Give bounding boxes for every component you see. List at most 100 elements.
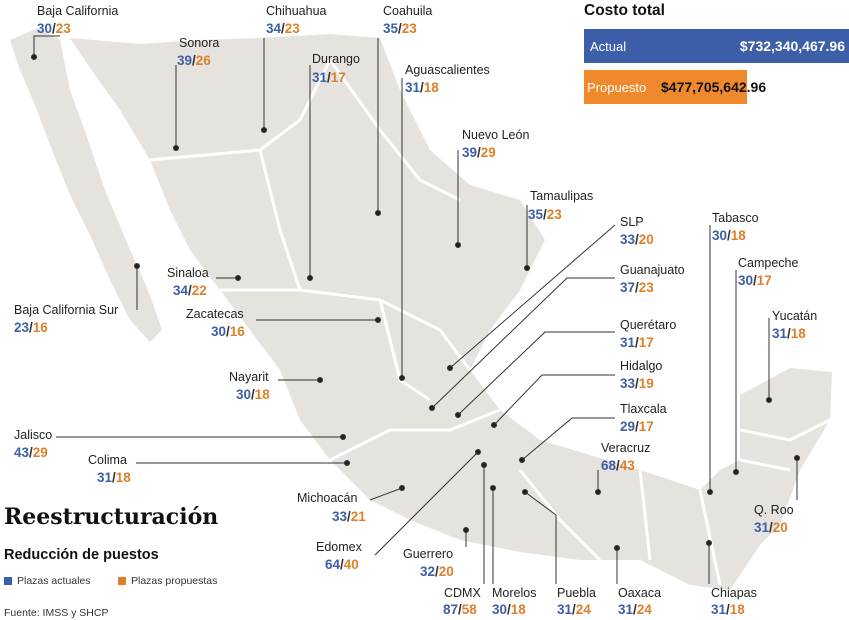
label-colima: Colima bbox=[88, 453, 127, 467]
value-michoacan: 33/21 bbox=[332, 509, 366, 524]
label-veracruz: Veracruz bbox=[601, 441, 651, 455]
value-slp: 33/20 bbox=[620, 232, 654, 247]
proposed-value: 58 bbox=[461, 602, 477, 617]
value-queretaro: 31/17 bbox=[620, 335, 654, 350]
proposed-value: 23 bbox=[284, 21, 300, 36]
current-value: 39 bbox=[177, 53, 193, 68]
value-tlaxcala: 29/17 bbox=[620, 419, 654, 434]
label-yucatan: Yucatán bbox=[772, 309, 818, 323]
proposed-value: 17 bbox=[638, 335, 654, 350]
cost-proposed-value: $477,705,642.96 bbox=[661, 79, 767, 95]
value-veracruz: 68/43 bbox=[601, 458, 635, 473]
current-value: 39 bbox=[462, 145, 478, 160]
current-value: 33 bbox=[332, 509, 348, 524]
value-oaxaca: 31/24 bbox=[618, 602, 652, 617]
value-campeche: 30/17 bbox=[738, 273, 772, 288]
current-value: 31 bbox=[711, 602, 727, 617]
label-edomex: Edomex bbox=[316, 540, 362, 554]
label-sinaloa: Sinaloa bbox=[167, 266, 209, 280]
value-yucatan: 31/18 bbox=[772, 326, 806, 341]
value-chihuahua: 34/23 bbox=[266, 21, 300, 36]
current-value: 31 bbox=[405, 80, 421, 95]
current-value: 34 bbox=[266, 21, 282, 36]
current-value: 32 bbox=[420, 564, 436, 579]
value-baja-california: 30/23 bbox=[37, 21, 71, 36]
label-guanajuato: Guanajuato bbox=[620, 263, 685, 277]
label-guerrero: Guerrero bbox=[403, 547, 454, 561]
proposed-value: 23 bbox=[55, 21, 71, 36]
label-sonora: Sonora bbox=[179, 36, 220, 50]
proposed-value: 18 bbox=[730, 228, 746, 243]
current-value: 30 bbox=[492, 602, 508, 617]
label-baja-california-sur: Baja California Sur bbox=[14, 303, 119, 317]
value-puebla: 31/24 bbox=[557, 602, 591, 617]
label-chihuahua: Chihuahua bbox=[266, 4, 327, 18]
current-value: 30 bbox=[738, 273, 754, 288]
current-value: 31 bbox=[97, 470, 113, 485]
cost-proposed-bar: Propuesto bbox=[584, 70, 747, 104]
value-chiapas: 31/18 bbox=[711, 602, 745, 617]
cost-actual-label: Actual bbox=[590, 38, 627, 54]
state-borders bbox=[149, 59, 831, 586]
legend-current-label: Plazas actuales bbox=[17, 575, 91, 587]
value-baja-california-sur: 23/16 bbox=[14, 320, 48, 335]
proposed-value: 18 bbox=[115, 470, 131, 485]
cost-proposed-label: Propuesto bbox=[587, 79, 647, 95]
value-nuevo-leon: 39/29 bbox=[462, 145, 496, 160]
current-value: 30 bbox=[211, 324, 227, 339]
label-puebla: Puebla bbox=[557, 586, 596, 600]
legend-current: Plazas actuales bbox=[4, 575, 91, 587]
current-value: 31 bbox=[312, 70, 328, 85]
label-nayarit: Nayarit bbox=[229, 370, 269, 384]
current-value: 33 bbox=[620, 376, 636, 391]
proposed-value: 16 bbox=[229, 324, 245, 339]
value-durango: 31/17 bbox=[312, 70, 346, 85]
proposed-value: 43 bbox=[619, 458, 635, 473]
value-zacatecas: 30/16 bbox=[211, 324, 245, 339]
value-jalisco: 43/29 bbox=[14, 445, 48, 460]
proposed-value: 22 bbox=[191, 283, 207, 298]
value-tabasco: 30/18 bbox=[712, 228, 746, 243]
current-value: 35 bbox=[528, 207, 544, 222]
label-morelos: Morelos bbox=[492, 586, 537, 600]
proposed-value: 20 bbox=[772, 520, 788, 535]
value-coahuila: 35/23 bbox=[383, 21, 417, 36]
label-tabasco: Tabasco bbox=[712, 211, 759, 225]
proposed-value: 26 bbox=[195, 53, 211, 68]
label-zacatecas: Zacatecas bbox=[186, 307, 244, 321]
proposed-value: 40 bbox=[343, 557, 359, 572]
map-landmass bbox=[10, 28, 832, 590]
current-value: 43 bbox=[14, 445, 30, 460]
legend-proposed: Plazas propuestas bbox=[118, 575, 217, 587]
label-coahuila: Coahuila bbox=[383, 4, 433, 18]
proposed-value: 18 bbox=[729, 602, 745, 617]
proposed-value: 18 bbox=[254, 387, 270, 402]
value-sonora: 39/26 bbox=[177, 53, 211, 68]
label-tlaxcala: Tlaxcala bbox=[620, 402, 667, 416]
proposed-value: 24 bbox=[575, 602, 591, 617]
label-nuevo-leon: Nuevo León bbox=[462, 128, 530, 142]
cost-actual-value: $732,340,467.96 bbox=[739, 38, 845, 54]
proposed-value: 16 bbox=[32, 320, 48, 335]
label-hidalgo: Hidalgo bbox=[620, 359, 663, 373]
current-value: 33 bbox=[620, 232, 636, 247]
label-michoacan: Michoacán bbox=[297, 491, 358, 505]
proposed-value: 19 bbox=[638, 376, 654, 391]
current-value: 64 bbox=[325, 557, 341, 572]
legend-current-swatch bbox=[4, 577, 12, 585]
page-subtitle: Reducción de puestos bbox=[4, 547, 159, 563]
value-guanajuato: 37/23 bbox=[620, 280, 654, 295]
current-value: 35 bbox=[383, 21, 399, 36]
current-value: 37 bbox=[620, 280, 636, 295]
current-value: 31 bbox=[754, 520, 770, 535]
current-value: 31 bbox=[618, 602, 634, 617]
proposed-value: 20 bbox=[438, 564, 454, 579]
value-colima: 31/18 bbox=[97, 470, 131, 485]
legend-proposed-swatch bbox=[118, 577, 126, 585]
current-value: 29 bbox=[620, 419, 636, 434]
cost-actual-bar: Actual $732,340,467.96 bbox=[584, 29, 849, 63]
label-slp: SLP bbox=[620, 215, 644, 229]
current-value: 31 bbox=[557, 602, 573, 617]
current-value: 87 bbox=[443, 602, 459, 617]
